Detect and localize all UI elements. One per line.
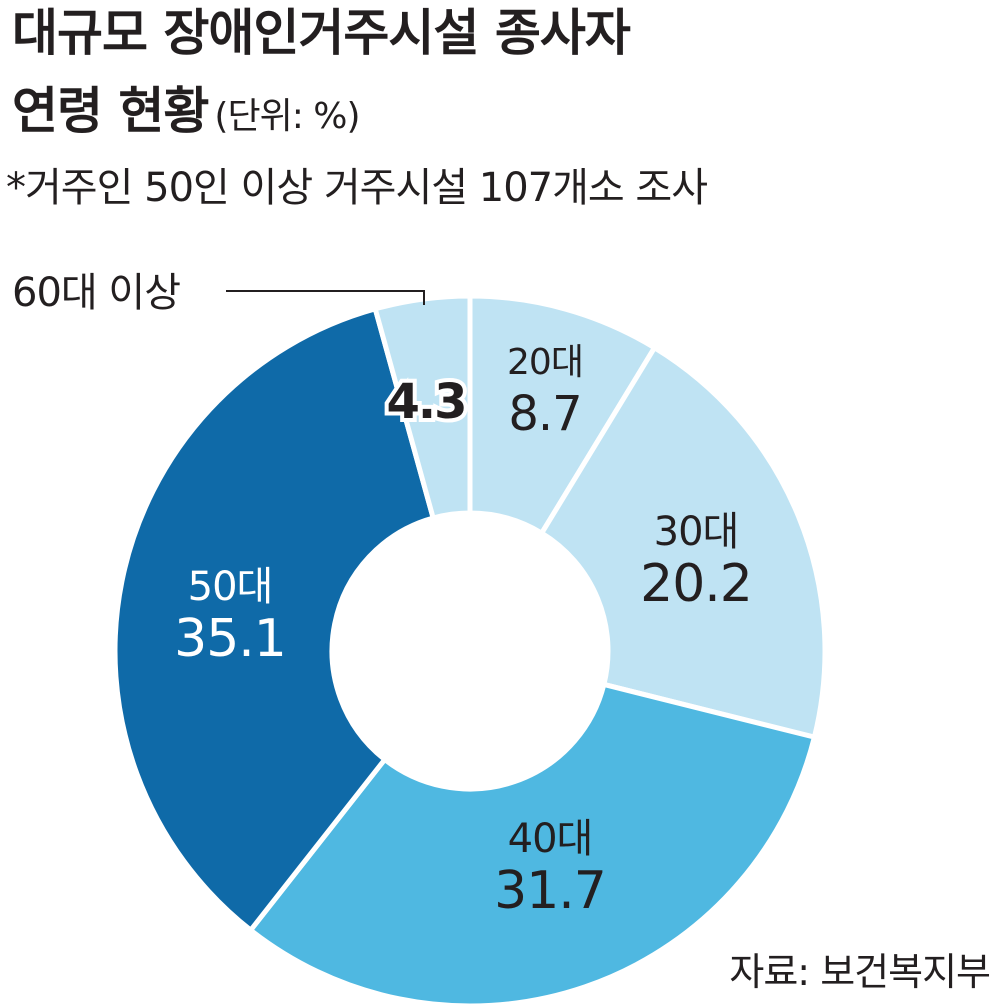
leader-line-60plus: [226, 290, 425, 305]
donut-slice-2: [539, 345, 828, 740]
donut-slice-4: [112, 306, 436, 933]
slice-category-label-5: 60대 이상: [12, 270, 180, 316]
chart-unit: (단위: %): [214, 96, 360, 137]
slice-category-label-1: 20대: [507, 342, 583, 383]
donut-slice-5: [372, 293, 473, 521]
slice-category-label-2: 30대: [654, 509, 739, 555]
slice-value-label-1: 8.7: [508, 386, 581, 442]
slice-value-label-5: 4.3: [386, 374, 465, 430]
slice-value-label-4: 35.1: [174, 609, 286, 669]
slice-value-label-2: 20.2: [640, 554, 752, 614]
chart-title-text2: 연령 현황: [12, 82, 209, 140]
donut-slice-1: [467, 293, 658, 536]
source-note: 자료: 보건복지부: [729, 950, 991, 994]
chart-subtitle: *거주인 50인 이상 거주시설 107개소 조사: [6, 165, 708, 211]
slice-value-label-3: 31.7: [494, 861, 606, 921]
slice-category-label-3: 40대: [508, 816, 593, 862]
chart-title-line2: 연령 현황 (단위: %): [12, 86, 361, 137]
chart-title-line1: 대규모 장애인거주시설 종사자: [12, 8, 631, 58]
slice-category-label-4: 50대: [188, 564, 273, 610]
chart-title-text1: 대규모 장애인거주시설 종사자: [12, 4, 631, 62]
donut-slice-3: [248, 681, 817, 1007]
